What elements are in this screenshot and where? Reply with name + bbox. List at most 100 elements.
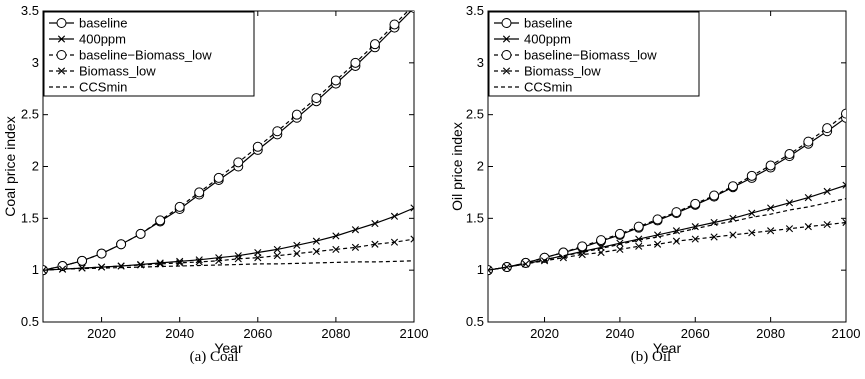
panel-caption: (a) Coal xyxy=(190,349,239,365)
data-point xyxy=(785,225,794,233)
coal-chart: 0.5 1 1.5 2 2.5 3 3.5 2020 2040 2060 2080 2100 Year C… xyxy=(2,0,429,365)
data-point xyxy=(746,170,757,181)
y-tick-label: 0.5 xyxy=(466,314,484,329)
data-point xyxy=(351,243,360,251)
data-point xyxy=(596,235,607,246)
data-point xyxy=(635,235,643,243)
data-point xyxy=(97,263,106,271)
data-point xyxy=(194,187,205,198)
data-point xyxy=(135,228,146,239)
series-3 xyxy=(488,218,846,274)
y-tick-label: 1 xyxy=(32,262,39,277)
data-point xyxy=(369,39,380,50)
legend-box xyxy=(488,11,700,97)
legend-label: CCSmin xyxy=(524,80,572,95)
legend-entry: baseline−Biomass_low xyxy=(494,48,657,63)
data-point xyxy=(672,237,681,245)
x-tick-label: 2060 xyxy=(243,326,272,341)
x-tick-label: 2040 xyxy=(605,326,634,341)
data-point xyxy=(410,0,419,9)
data-point xyxy=(616,245,624,254)
data-point xyxy=(390,212,399,220)
legend-marker xyxy=(501,18,512,28)
legend-entry: CCSmin xyxy=(49,80,127,95)
data-point xyxy=(822,123,833,134)
data-point xyxy=(155,215,166,226)
data-point xyxy=(765,160,776,171)
legend-marker xyxy=(502,67,511,75)
series-0 xyxy=(488,112,846,276)
data-point xyxy=(520,257,531,268)
legend-entry: 400ppm xyxy=(49,32,126,47)
y-tick-label: 1.5 xyxy=(466,210,484,225)
data-point xyxy=(614,228,625,239)
data-point xyxy=(503,263,511,271)
data-point xyxy=(691,235,699,243)
data-point xyxy=(633,221,644,232)
legend-marker xyxy=(56,18,67,28)
legend-label: 400ppm xyxy=(79,32,126,47)
y-tick-label: 2 xyxy=(477,159,484,174)
data-point xyxy=(272,126,283,137)
plot-area xyxy=(43,0,419,276)
data-point xyxy=(767,204,775,212)
data-point xyxy=(215,254,223,262)
y-tick-label: 2.5 xyxy=(466,107,484,122)
series-4 xyxy=(43,260,414,271)
data-point xyxy=(804,223,812,231)
series-line xyxy=(488,113,846,271)
y-tick-label: 2.5 xyxy=(21,107,39,122)
data-point xyxy=(330,75,341,86)
data-point xyxy=(350,57,361,68)
data-point xyxy=(215,257,223,265)
data-point xyxy=(616,239,624,247)
data-point xyxy=(311,93,322,104)
data-point xyxy=(293,249,301,258)
data-point xyxy=(671,207,682,218)
x-tick-label: 2100 xyxy=(832,326,861,341)
data-point xyxy=(390,238,399,246)
data-point xyxy=(174,201,185,212)
data-point xyxy=(709,190,720,201)
data-point xyxy=(332,232,340,240)
data-point xyxy=(842,181,846,189)
data-point xyxy=(252,141,263,152)
legend-box xyxy=(43,11,255,97)
y-tick-label: 1.5 xyxy=(21,210,39,225)
data-point xyxy=(312,247,320,256)
legend-label: 400ppm xyxy=(524,32,571,47)
data-point xyxy=(389,19,400,30)
data-point xyxy=(96,248,107,259)
legend-label: baseline xyxy=(79,16,127,31)
legend-label: Biomass_low xyxy=(79,64,156,79)
legend-entry: baseline xyxy=(494,16,572,31)
data-point xyxy=(254,254,262,262)
legend-entry: Biomass_low xyxy=(494,64,601,79)
legend-entry: Biomass_low xyxy=(49,64,156,79)
data-point xyxy=(540,257,549,265)
series-line xyxy=(43,260,414,271)
data-point xyxy=(78,264,86,272)
data-point xyxy=(371,240,379,248)
data-point xyxy=(234,255,242,263)
x-tick-label: 2060 xyxy=(681,326,710,341)
data-point xyxy=(823,187,831,195)
data-point xyxy=(410,11,414,13)
legend-entry: baseline xyxy=(49,16,127,31)
data-point xyxy=(291,109,302,120)
data-point xyxy=(410,204,414,212)
y-tick-label: 2 xyxy=(32,159,39,174)
y-tick-label: 3.5 xyxy=(466,3,484,18)
data-point xyxy=(176,259,184,267)
x-tick-label: 2080 xyxy=(321,326,350,341)
data-point xyxy=(254,248,262,257)
data-point xyxy=(332,245,340,254)
data-point xyxy=(767,227,775,235)
x-tick-label: 2100 xyxy=(400,326,429,341)
y-tick-label: 1 xyxy=(477,262,484,277)
y-axis-label: Coal price index xyxy=(2,116,18,216)
data-point xyxy=(804,194,812,202)
series-line xyxy=(488,198,846,271)
legend: baseline400ppmbaseline−Biomass_lowBiomas… xyxy=(488,11,700,97)
